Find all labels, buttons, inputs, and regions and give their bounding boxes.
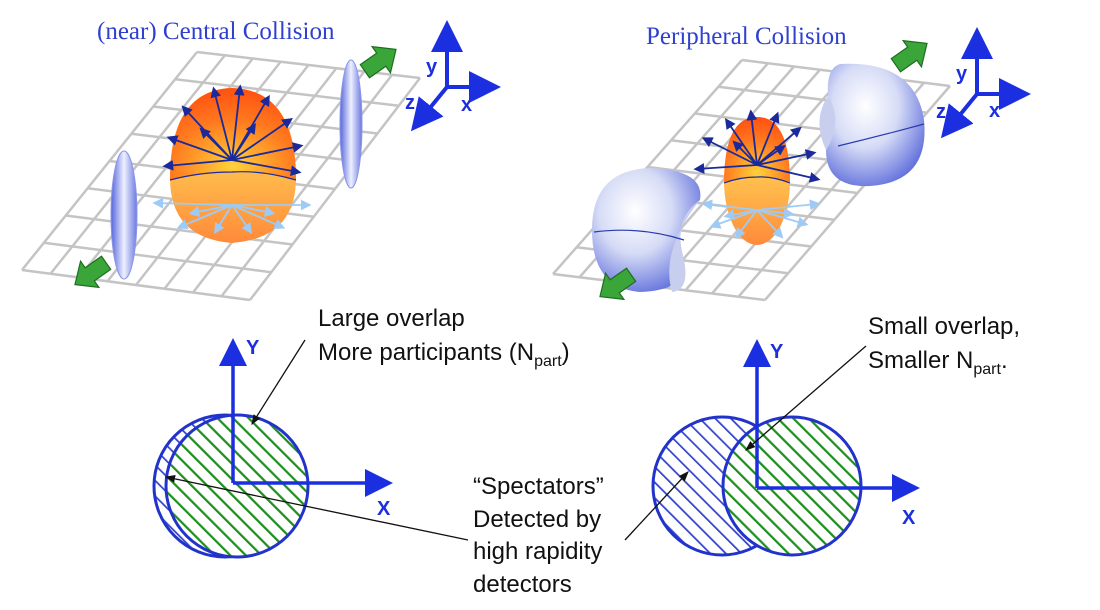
pointer-line bbox=[251, 339, 306, 426]
annotation-spectators: “Spectators” Detected by high rapidity d… bbox=[164, 471, 689, 598]
beam-arrow-icon bbox=[599, 267, 637, 301]
axis-label-x: x bbox=[989, 100, 1000, 122]
axis-label-y: y bbox=[426, 56, 438, 78]
flow-arrows-peripheral bbox=[693, 109, 821, 239]
spectator-nucleus-left bbox=[592, 168, 701, 292]
peripheral-collision-3d: y x z bbox=[552, 27, 1031, 302]
peripheral-collision-title: Peripheral Collision bbox=[646, 23, 847, 50]
small-overlap-line1: Small overlap, bbox=[868, 313, 1020, 340]
flow-arrows-central bbox=[152, 84, 312, 235]
spectators-line1: “Spectators” bbox=[473, 473, 604, 500]
participant-region bbox=[164, 413, 310, 559]
annotation-large-overlap: Large overlap More participants (Npart) bbox=[251, 305, 570, 426]
axis-label-x: x bbox=[461, 94, 472, 116]
nucleus-disc-right bbox=[339, 59, 363, 189]
small-overlap-line2: Smaller Npart. bbox=[868, 347, 1008, 378]
spectators-line4: detectors bbox=[473, 571, 572, 598]
axis-label-X: X bbox=[902, 507, 916, 529]
axes-3d-right bbox=[940, 27, 1031, 139]
large-overlap-line1: Large overlap bbox=[318, 305, 465, 332]
beam-arrow-icon bbox=[890, 39, 928, 73]
central-collision-title: (near) Central Collision bbox=[97, 18, 335, 45]
pointer-line bbox=[164, 475, 469, 541]
axes-2d-left bbox=[219, 338, 393, 497]
participant-region bbox=[721, 415, 863, 557]
pointer-line bbox=[745, 345, 867, 451]
spectators-line3: high rapidity bbox=[473, 538, 602, 565]
beam-arrow-icon bbox=[74, 255, 112, 289]
axis-label-X: X bbox=[377, 498, 391, 520]
fireball-central bbox=[169, 88, 297, 243]
axis-label-Y: Y bbox=[770, 341, 784, 363]
central-collision-3d: y x z bbox=[21, 20, 501, 302]
axis-label-Y: Y bbox=[246, 337, 260, 359]
overlap-diagram-peripheral: Y X bbox=[651, 339, 920, 557]
axis-label-z: z bbox=[405, 92, 415, 114]
spectators-line2: Detected by bbox=[473, 506, 601, 533]
nucleus-disc-left bbox=[110, 150, 138, 280]
fireball-peripheral bbox=[723, 117, 791, 245]
overlap-diagram-central: Y X bbox=[152, 337, 393, 559]
spectator-nucleus-right bbox=[819, 63, 925, 187]
axis-label-y: y bbox=[956, 63, 968, 85]
axes-2d-right bbox=[743, 339, 920, 502]
large-overlap-line2: More participants (Npart) bbox=[318, 339, 570, 370]
axes-3d-left bbox=[410, 20, 501, 132]
pointer-line bbox=[624, 471, 689, 541]
beam-arrow-icon bbox=[359, 45, 397, 79]
annotation-small-overlap: Small overlap, Smaller Npart. bbox=[745, 313, 1020, 451]
axis-label-z: z bbox=[936, 101, 946, 123]
